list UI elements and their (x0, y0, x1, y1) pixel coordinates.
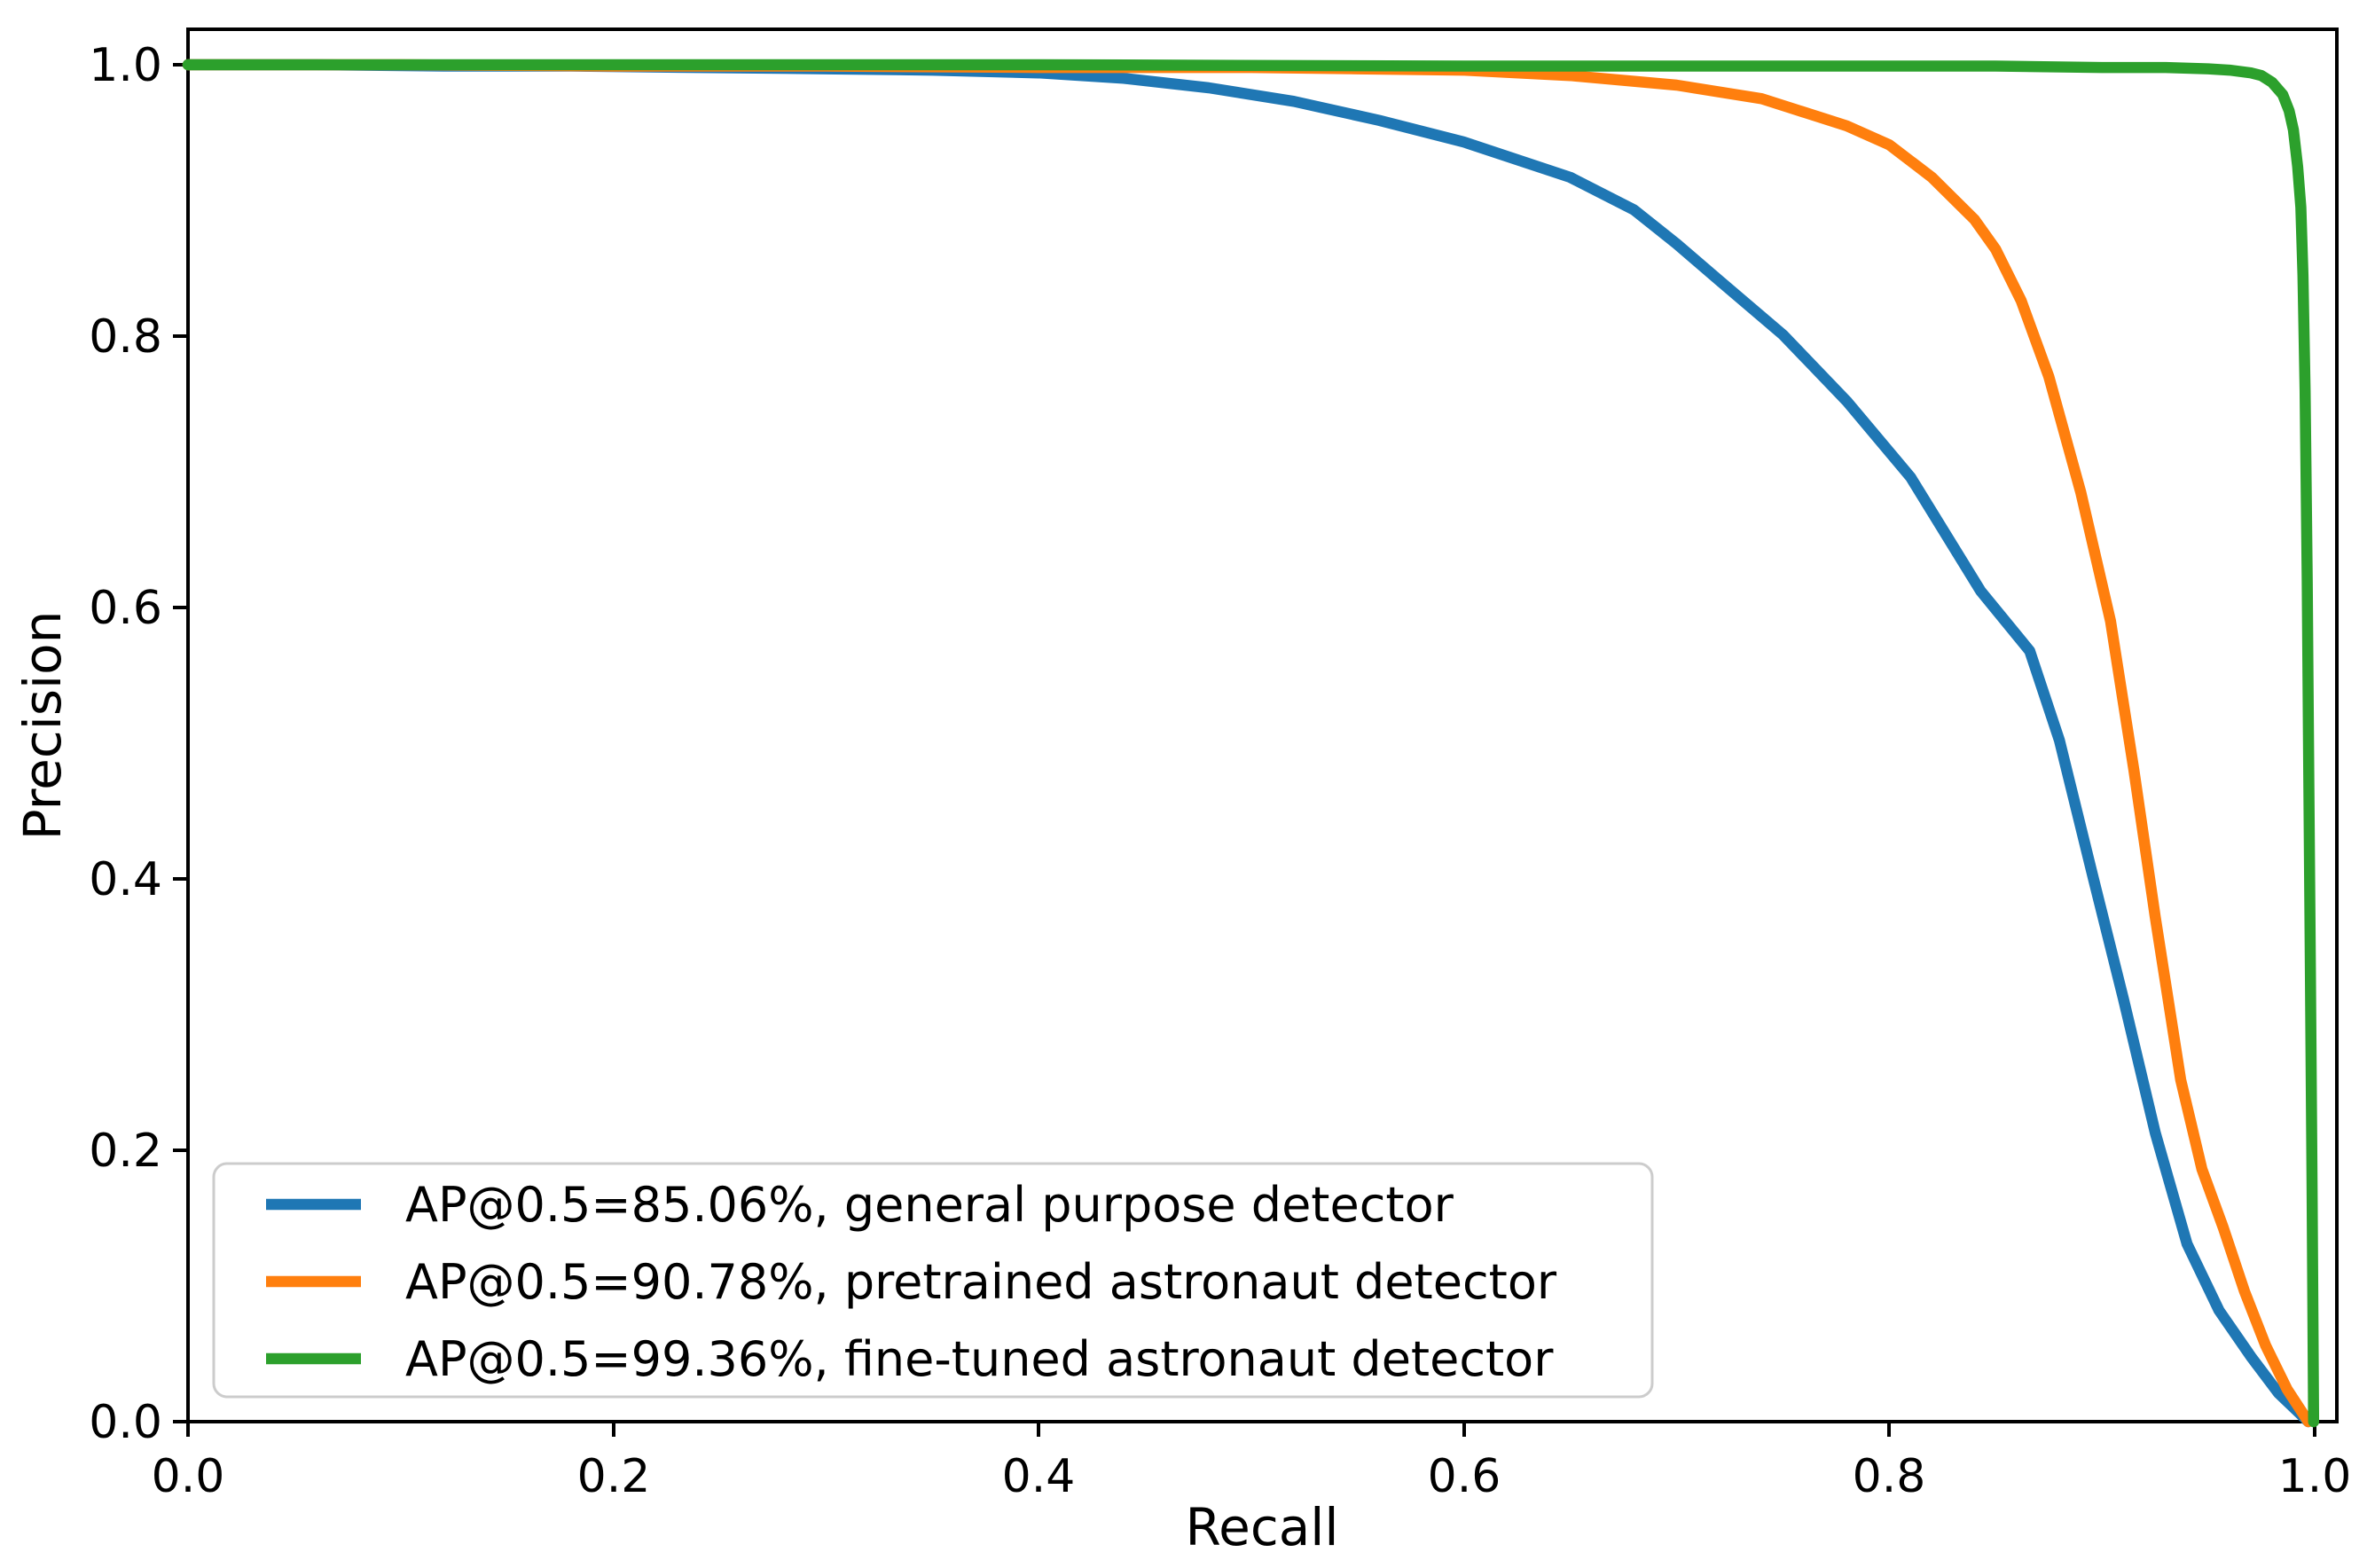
legend-label-pretrained: AP@0.5=90.78%, pretrained astronaut dete… (405, 1254, 1557, 1310)
y-axis (173, 63, 188, 1423)
y-axis-label: Precision (12, 611, 73, 841)
pr-curve-fine-tuned-astronaut-detector (182, 59, 2320, 1428)
x-axis-label: Recall (1185, 1497, 1338, 1557)
y-tick-label: 1.0 (89, 39, 162, 92)
y-tick-label: 0.4 (89, 853, 162, 906)
x-tick-label: 0.8 (1853, 1450, 1926, 1503)
y-tick-label: 0.2 (89, 1125, 162, 1178)
x-tick-label: 1.0 (2278, 1450, 2352, 1503)
x-tick-label: 0.6 (1428, 1450, 1501, 1503)
legend-label-fine-tuned: AP@0.5=99.36%, fine-tuned astronaut dete… (405, 1331, 1554, 1387)
x-tick-label: 0.0 (152, 1450, 225, 1503)
x-axis (186, 1422, 2316, 1437)
legend-label-general-purpose: AP@0.5=85.06%, general purpose detector (405, 1177, 1454, 1233)
x-tick-label: 0.2 (577, 1450, 651, 1503)
y-tick-label: 0.8 (89, 310, 162, 364)
y-tick-label: 0.0 (89, 1396, 162, 1449)
x-tick-label: 0.4 (1002, 1450, 1076, 1503)
legend: AP@0.5=85.06%, general purpose detector … (212, 1162, 1654, 1399)
plot-area-border (186, 27, 2339, 1423)
legend-box (212, 1162, 1654, 1399)
y-tick-label: 0.6 (89, 582, 162, 635)
